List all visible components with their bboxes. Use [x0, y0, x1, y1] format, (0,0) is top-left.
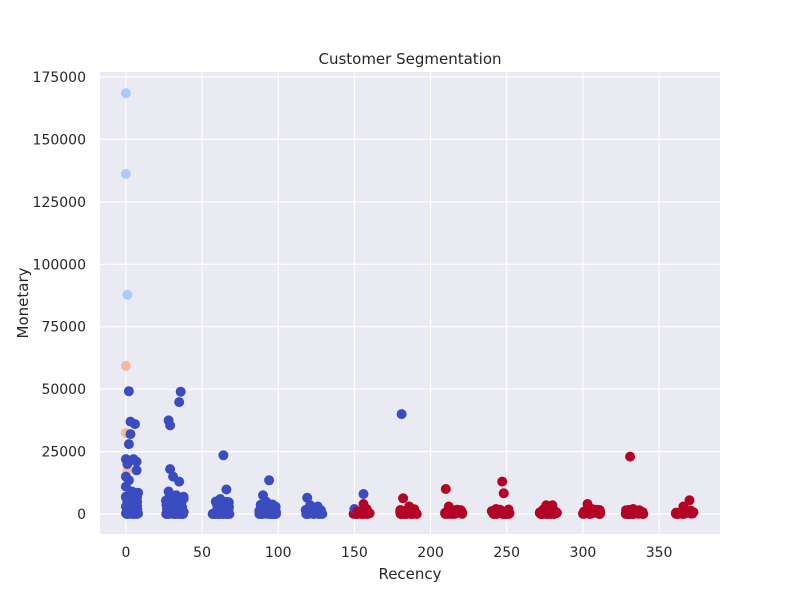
y-tick-label: 0 — [77, 507, 86, 523]
data-point — [396, 409, 407, 420]
data-point — [498, 488, 509, 499]
data-point — [440, 484, 451, 494]
grid-x — [125, 72, 660, 534]
data-point — [497, 476, 508, 487]
data-point — [625, 451, 636, 462]
y-tick-label: 175000 — [33, 70, 86, 86]
data-point — [131, 465, 142, 476]
data-point — [398, 493, 409, 504]
y-axis-label: Monetary — [14, 267, 32, 338]
x-tick-label: 0 — [121, 545, 130, 561]
data-point — [302, 492, 313, 503]
y-tick-label: 150000 — [33, 132, 86, 148]
x-tick-labels: 0 50 100 150 200 250 300 350 — [121, 545, 672, 561]
data-point — [675, 507, 686, 518]
data-point — [315, 505, 326, 516]
data-point — [210, 496, 221, 507]
x-tick-label: 200 — [417, 545, 444, 561]
x-tick-label: 250 — [493, 545, 520, 561]
data-point — [133, 487, 144, 498]
data-point — [446, 508, 457, 519]
data-point — [127, 508, 137, 519]
y-tick-label: 125000 — [33, 195, 86, 211]
data-point — [264, 475, 275, 486]
data-point — [174, 397, 185, 408]
data-point — [550, 508, 561, 519]
data-point — [591, 506, 602, 517]
data-point — [123, 386, 134, 397]
data-point — [131, 456, 142, 467]
data-point — [130, 419, 140, 430]
x-tick-label: 350 — [646, 545, 673, 561]
data-point — [308, 507, 319, 518]
x-tick-label: 100 — [265, 545, 292, 561]
data-point — [120, 88, 131, 99]
y-tick-label: 50000 — [41, 382, 86, 398]
data-point — [270, 508, 281, 519]
data-point — [174, 476, 185, 487]
data-point — [623, 507, 634, 518]
data-point — [223, 508, 233, 518]
data-point — [122, 289, 133, 300]
data-point — [684, 495, 695, 506]
data-points — [120, 88, 699, 519]
y-tick-label: 25000 — [41, 445, 86, 461]
data-point — [410, 508, 421, 519]
data-point — [358, 489, 369, 499]
data-point — [364, 508, 375, 519]
data-point — [401, 507, 412, 518]
data-point — [125, 429, 136, 440]
data-point — [221, 484, 232, 495]
x-tick-label: 300 — [570, 545, 597, 561]
data-point — [165, 464, 176, 475]
x-axis-label: Recency — [378, 565, 441, 583]
y-tick-labels: 0 25000 50000 75000 100000 125000 150000 175000 — [33, 70, 86, 523]
data-point — [355, 507, 366, 518]
y-tick-label: 100000 — [33, 257, 86, 273]
chart-title: Customer Segmentation — [318, 50, 501, 68]
data-point — [456, 507, 466, 518]
data-point — [218, 450, 229, 461]
data-point — [686, 508, 697, 519]
data-point — [256, 504, 267, 514]
plot-background — [100, 72, 720, 534]
data-point — [579, 508, 590, 519]
x-tick-label: 50 — [193, 545, 211, 561]
y-tick-label: 75000 — [41, 320, 86, 336]
data-point — [165, 420, 176, 431]
data-point — [631, 508, 642, 519]
data-point — [165, 508, 176, 519]
data-point — [120, 360, 131, 371]
data-point — [175, 386, 186, 397]
x-tick-label: 150 — [341, 545, 368, 561]
data-point — [501, 508, 512, 518]
data-point — [177, 494, 188, 504]
data-point — [175, 507, 186, 518]
data-point — [123, 439, 134, 450]
data-point — [163, 486, 174, 497]
data-point — [120, 168, 131, 179]
